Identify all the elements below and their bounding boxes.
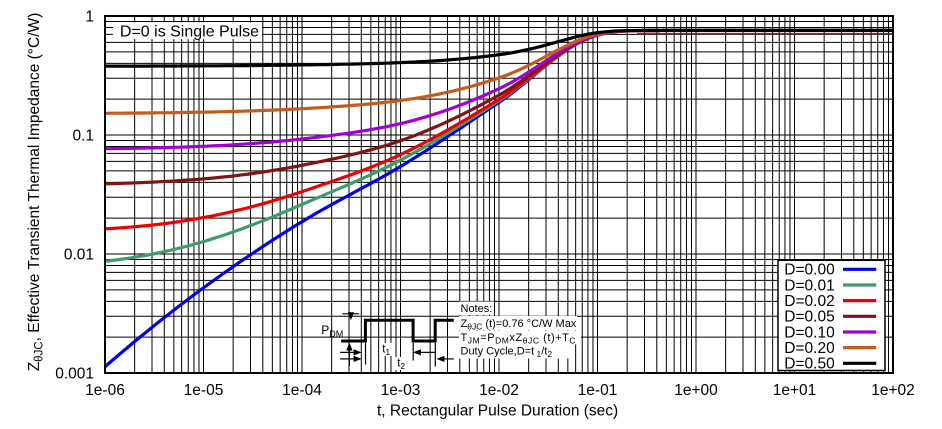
svg-text:ZθJC, Effective Transient Ther: ZθJC, Effective Transient Thermal Impeda… [26,13,46,372]
svg-text:1e-01: 1e-01 [578,382,618,399]
svg-text:Notes:: Notes: [461,303,493,315]
svg-text:t1: t1 [382,344,390,358]
svg-text:D=0.10: D=0.10 [784,324,835,341]
svg-text:D=0.02: D=0.02 [784,293,834,310]
svg-text:1e-06: 1e-06 [85,382,125,399]
svg-text:0.01: 0.01 [64,247,94,264]
svg-text:0.001: 0.001 [55,366,94,383]
svg-text:D=0.20: D=0.20 [784,340,835,357]
svg-text:ZθJC (t)=0.76 °C/W Max: ZθJC (t)=0.76 °C/W Max [461,318,577,332]
svg-text:Duty Cycle,D=t 1/t2: Duty Cycle,D=t 1/t2 [461,345,553,359]
svg-text:t2: t2 [397,358,405,372]
svg-text:1e+00: 1e+00 [674,382,718,399]
svg-text:1e+02: 1e+02 [871,382,915,399]
svg-text:0.1: 0.1 [72,128,94,145]
svg-text:1e-03: 1e-03 [381,382,421,399]
svg-text:D=0.01: D=0.01 [784,277,834,294]
svg-text:1: 1 [85,9,94,26]
svg-text:1e-02: 1e-02 [479,382,519,399]
svg-text:D=0.50: D=0.50 [784,356,835,373]
svg-text:t, Rectangular Pulse Duration: t, Rectangular Pulse Duration (sec) [377,403,618,420]
svg-text:1e-04: 1e-04 [282,382,322,399]
svg-text:1e-05: 1e-05 [184,382,224,399]
svg-text:TJM=PDMxZθJC (t)+TC: TJM=PDMxZθJC (t)+TC [461,332,577,346]
svg-text:D=0 is Single Pulse: D=0 is Single Pulse [120,23,259,40]
svg-text:1e+01: 1e+01 [773,382,817,399]
svg-text:D=0.00: D=0.00 [784,262,835,279]
svg-text:D=0.05: D=0.05 [784,309,834,326]
